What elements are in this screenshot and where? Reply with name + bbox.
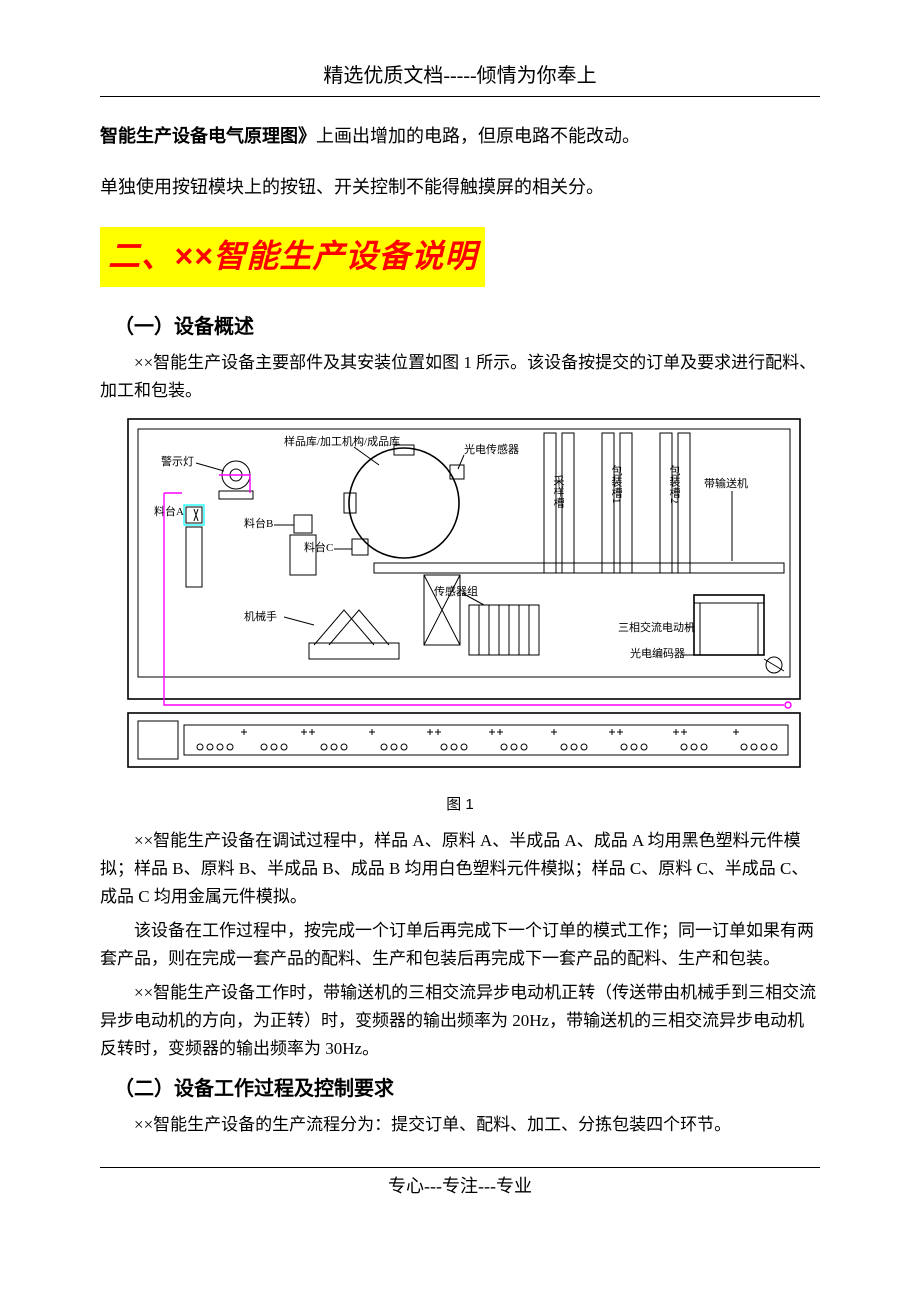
label-platform-c: 料台C — [304, 540, 333, 554]
label-sampling-slot: 采样槽 — [552, 474, 565, 508]
figure-1-caption: 图 1 — [100, 793, 820, 817]
label-ac-motor: 三相交流电动机 — [618, 620, 695, 634]
intro-rest: 上画出增加的电路，但原电路不能改动。 — [316, 126, 640, 146]
label-pack-slot1: 包装槽1 — [610, 464, 623, 503]
para-after-fig-2: 该设备在工作过程中，按完成一个订单后再完成下一个订单的模式工作；同一订单如果有两… — [100, 917, 820, 973]
subsection-2-p1: ××智能生产设备的生产流程分为：提交订单、配料、加工、分拣包装四个环节。 — [100, 1111, 820, 1139]
label-platform-b: 料台B — [244, 516, 273, 530]
label-platform-a: 料台A — [154, 504, 184, 518]
figure-1: 警示灯 料台A 料台B 料台C 样品库/加工机构/成品库 — [100, 415, 820, 785]
label-encoder: 光电编码器 — [630, 646, 685, 660]
para-after-fig-1: ××智能生产设备在调试过程中，样品 A、原料 A、半成品 A、成品 A 均用黑色… — [100, 827, 820, 911]
equipment-diagram: 警示灯 料台A 料台B 料台C 样品库/加工机构/成品库 — [124, 415, 804, 785]
para-after-fig-3: ××智能生产设备工作时，带输送机的三相交流异步电动机正转（传送带由机械手到三相交… — [100, 979, 820, 1063]
section-2-title: 二、××智能生产设备说明 — [108, 238, 477, 274]
label-pack-slot2: 包装槽2 — [668, 464, 681, 503]
document-page: 精选优质文档-----倾情为你奉上 智能生产设备电气原理图》上画出增加的电路，但… — [0, 0, 920, 1241]
subsection-1-p1: ××智能生产设备主要部件及其安装位置如图 1 所示。该设备按提交的订单及要求进行… — [100, 349, 820, 405]
label-sample-processing: 样品库/加工机构/成品库 — [284, 434, 400, 448]
label-photo-sensor: 光电传感器 — [464, 442, 519, 456]
label-sensor-group: 传感器组 — [434, 584, 478, 598]
subsection-2-title: （二）设备工作过程及控制要求 — [114, 1073, 820, 1105]
label-robot-arm: 机械手 — [244, 609, 277, 623]
label-belt-conveyor: 带输送机 — [704, 476, 748, 490]
footer-rule — [100, 1167, 820, 1168]
subsection-1-title: （一）设备概述 — [114, 311, 820, 343]
intro-bold-fragment: 智能生产设备电气原理图》 — [100, 126, 316, 146]
header-rule — [100, 96, 820, 97]
page-header: 精选优质文档-----倾情为你奉上 — [100, 60, 820, 92]
intro-paragraph-2: 单独使用按钮模块上的按钮、开关控制不能得触摸屏的相关分。 — [100, 166, 820, 209]
section-2-banner: 二、××智能生产设备说明 — [100, 227, 485, 286]
intro-paragraph-1: 智能生产设备电气原理图》上画出增加的电路，但原电路不能改动。 — [100, 115, 820, 158]
page-footer: 专心---专注---专业 — [100, 1172, 820, 1201]
label-warning-light: 警示灯 — [161, 454, 194, 468]
